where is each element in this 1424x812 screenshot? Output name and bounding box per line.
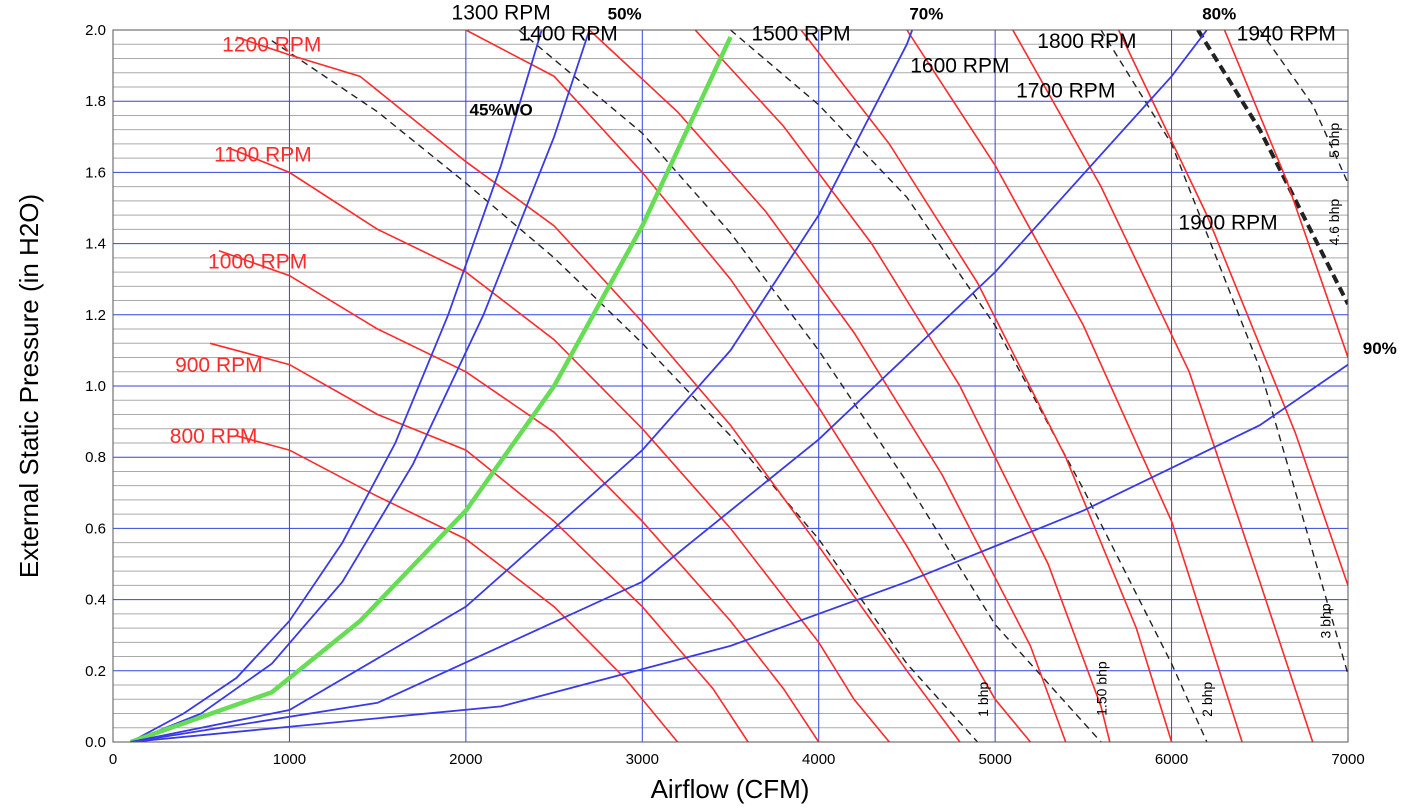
y-tick-label: 1.4 xyxy=(85,236,106,253)
curve-labels: 1300 RPM 50%1400 RPM 1500 RPM 70% 80%1940 RP… xyxy=(170,1,1397,717)
curve-label-1700-rpm: 1700 RPM xyxy=(1016,80,1115,103)
y-tick-label: 1.6 xyxy=(85,164,106,181)
y-tick-label: 0.2 xyxy=(85,663,106,680)
rpm-curve-1900-rpm xyxy=(1117,30,1348,586)
curve-label-1940-rpm: 1940 RPM xyxy=(1237,23,1336,46)
x-tick-label: 3000 xyxy=(626,751,659,768)
bhp-label-1-bhp: 1 bhp xyxy=(975,682,991,717)
y-tick-label: 1.8 xyxy=(85,93,106,110)
rpm-curve-1800-rpm xyxy=(1012,30,1314,742)
x-axis-label: Airflow (CFM) xyxy=(651,774,810,804)
rpm-curve-1700-rpm xyxy=(906,30,1243,742)
bhp-curve-1-bhp xyxy=(271,40,979,742)
bhp-label-2-bhp: 2 bhp xyxy=(1199,682,1215,717)
curve-label-1900-rpm: 1900 RPM xyxy=(1178,211,1277,234)
y-tick-label: 0.8 xyxy=(85,449,106,466)
x-tick-label: 7000 xyxy=(1331,751,1364,768)
system-curve-50 xyxy=(130,30,591,742)
curve-label-1000-rpm: 1000 RPM xyxy=(208,251,307,274)
rpm-curve-800-rpm xyxy=(236,435,679,742)
curve-label-1200-rpm: 1200 RPM xyxy=(222,33,321,56)
rpm-curve-1100-rpm xyxy=(227,146,890,742)
bhp-curve-4-6-bhp xyxy=(1196,30,1348,306)
system-curve-highlight xyxy=(129,36,733,742)
curve-label-900-rpm: 900 RPM xyxy=(175,354,263,377)
plot-series xyxy=(129,30,1348,742)
bhp-curve-5-bhp xyxy=(1259,30,1348,184)
curve-label-70: 70% xyxy=(909,4,943,23)
system-curve-80 xyxy=(130,30,1208,742)
curve-label-45-wo: 45%WO xyxy=(469,100,532,119)
curve-label-1500-rpm: 1500 RPM xyxy=(751,23,850,46)
bhp-label-3-bhp: 3 bhp xyxy=(1317,603,1333,638)
rpm-curve-1500-rpm xyxy=(694,30,1111,742)
curve-label-1600-rpm: 1600 RPM xyxy=(910,55,1009,78)
y-axis-ticks: 0.0 0.2 0.4 0.6 0.8 1.0 1.2 1.4 1.6 1.8 2.0 xyxy=(85,22,106,751)
y-tick-label: 0.4 xyxy=(85,592,106,609)
plot-frame xyxy=(112,29,1349,743)
curve-label-1400-rpm: 1400 RPM xyxy=(519,23,618,46)
y-tick-label: 2.0 xyxy=(85,22,106,39)
curve-label-80: 80% xyxy=(1202,4,1236,23)
y-tick-label: 1.2 xyxy=(85,307,106,324)
bhp-curve-2-bhp xyxy=(730,30,1208,742)
system-curve-70 xyxy=(130,30,914,742)
bhp-curve-3-bhp xyxy=(1100,30,1348,675)
x-tick-label: 0 xyxy=(109,751,117,768)
system-curve-90 xyxy=(130,363,1348,742)
x-axis-ticks: 0 1000 2000 3000 4000 5000 6000 7000 xyxy=(109,751,1365,768)
rpm-curve-1600-rpm xyxy=(800,30,1173,742)
rpm-curve-1000-rpm xyxy=(218,249,820,742)
minor-gridlines xyxy=(113,43,1348,729)
rpm-curve-1200-rpm xyxy=(236,36,961,742)
x-tick-label: 5000 xyxy=(978,751,1011,768)
y-tick-label: 1.0 xyxy=(85,378,106,395)
bhp-label-1-50-bhp: 1.50 bhp xyxy=(1093,661,1109,716)
bhp-label-5-bhp: 5 bhp xyxy=(1326,123,1342,158)
curve-label-1100-rpm: 1100 RPM xyxy=(214,144,312,167)
y-tick-label: 0.6 xyxy=(85,520,106,537)
curve-label-800-rpm: 800 RPM xyxy=(170,425,258,448)
curve-label-90: 90% xyxy=(1363,339,1397,358)
curve-label-1800-rpm: 1800 RPM xyxy=(1037,30,1136,53)
x-tick-label: 4000 xyxy=(802,751,835,768)
x-tick-label: 1000 xyxy=(273,751,306,768)
curve-label-1300-rpm: 1300 RPM xyxy=(452,1,551,24)
x-tick-label: 2000 xyxy=(449,751,482,768)
rpm-curve-1400-rpm xyxy=(588,30,1067,742)
bhp-label-4-6-bhp: 4.6 bhp xyxy=(1326,199,1342,246)
system-curve-45-wo xyxy=(130,30,543,742)
rpm-curve-900-rpm xyxy=(209,342,749,742)
bhp-curve-1-50-bhp xyxy=(518,30,1102,742)
curve-label-50: 50% xyxy=(608,4,642,23)
x-tick-label: 6000 xyxy=(1155,751,1188,768)
rpm-curve-1940-rpm xyxy=(1223,30,1348,358)
y-tick-label: 0.0 xyxy=(85,734,106,751)
y-axis-label: External Static Pressure (in H2O) xyxy=(14,194,44,578)
